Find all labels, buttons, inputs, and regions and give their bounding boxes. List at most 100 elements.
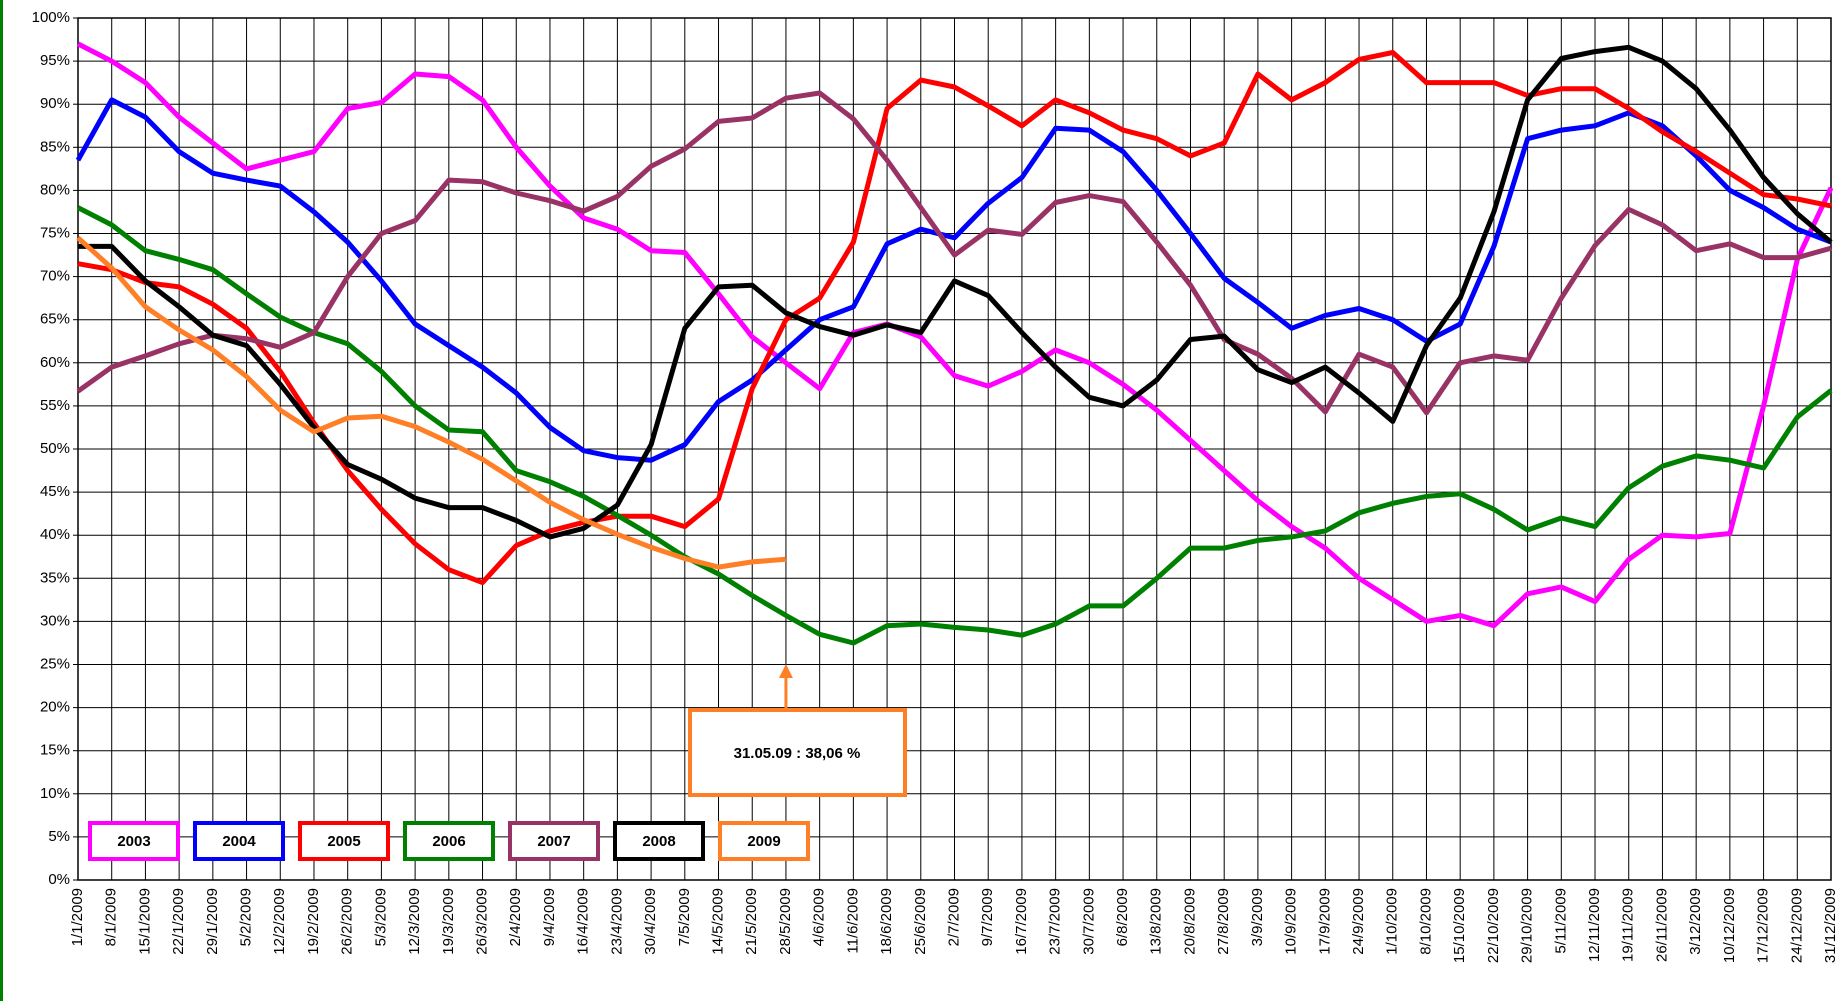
series-line	[76, 205, 1833, 646]
x-tick-label: 29/10/2009	[1519, 888, 1536, 963]
x-tick-label: 17/12/2009	[1755, 888, 1772, 963]
x-tick-label: 24/12/2009	[1788, 888, 1805, 963]
legend-label: 2005	[327, 833, 360, 850]
series-line	[76, 41, 1834, 629]
legend-box	[193, 821, 285, 861]
legend-item: 2008	[613, 821, 705, 861]
y-tick-label: 55%	[40, 397, 70, 414]
y-tick-label: 25%	[40, 655, 70, 672]
y-tick-label: 95%	[40, 52, 70, 69]
legend-item: 2004	[193, 821, 285, 861]
x-tick-label: 22/1/2009	[170, 888, 187, 955]
x-tick-label: 8/10/2009	[1417, 888, 1434, 955]
x-tick-label: 26/2/2009	[339, 888, 356, 955]
x-tick-label: 30/7/2009	[1080, 888, 1097, 955]
y-tick-label: 100%	[32, 9, 70, 26]
y-tick-label: 60%	[40, 354, 70, 371]
x-tick-label: 9/7/2009	[979, 888, 996, 946]
x-tick-label: 21/5/2009	[743, 888, 760, 955]
annotation-box	[688, 708, 907, 797]
legend-item: 2005	[298, 821, 390, 861]
x-tick-label: 1/10/2009	[1384, 888, 1401, 955]
x-tick-label: 13/8/2009	[1148, 888, 1165, 955]
legend-label: 2007	[537, 833, 570, 850]
x-tick-label: 6/8/2009	[1114, 888, 1131, 946]
x-tick-label: 18/6/2009	[878, 888, 895, 955]
legend-box	[403, 821, 495, 861]
y-tick-label: 15%	[40, 742, 70, 759]
x-tick-label: 14/5/2009	[709, 888, 726, 955]
y-tick-label: 70%	[40, 268, 70, 285]
annotation: 31.05.09 : 38,06 %	[734, 745, 861, 762]
x-tick-label: 2/7/2009	[945, 888, 962, 946]
legend-item: 2007	[508, 821, 600, 861]
x-tick-label: 24/9/2009	[1350, 888, 1367, 955]
x-tick-label: 27/8/2009	[1215, 888, 1232, 955]
legend-item: 2003	[88, 821, 180, 861]
x-tick-label: 28/5/2009	[777, 888, 794, 955]
y-tick-label: 10%	[40, 785, 70, 802]
x-tick-label: 19/2/2009	[305, 888, 322, 955]
x-tick-label: 17/9/2009	[1316, 888, 1333, 955]
y-tick-label: 90%	[40, 95, 70, 112]
y-tick-label: 30%	[40, 612, 70, 629]
x-tick-label: 7/5/2009	[676, 888, 693, 946]
x-tick-label: 19/3/2009	[440, 888, 457, 955]
y-tick-label: 45%	[40, 483, 70, 500]
x-tick-label: 5/11/2009	[1552, 888, 1569, 954]
series-line	[75, 97, 1832, 463]
legend-label: 2003	[117, 833, 150, 850]
annotation-arrowhead	[778, 664, 793, 678]
x-tick-label: 29/1/2009	[204, 888, 221, 955]
x-tick-label: 1/1/2009	[69, 888, 86, 946]
x-tick-label: 23/4/2009	[608, 888, 625, 955]
x-tick-label: 5/2/2009	[238, 888, 255, 946]
x-tick-label: 22/10/2009	[1485, 888, 1502, 963]
x-tick-label: 3/12/2009	[1687, 888, 1704, 955]
x-tick-label: 20/8/2009	[1181, 888, 1198, 955]
legend-label: 2006	[432, 833, 465, 850]
legend-box	[508, 821, 600, 861]
legend-item: 2006	[403, 821, 495, 861]
legend-box	[88, 821, 180, 861]
x-tick-label: 15/10/2009	[1451, 888, 1468, 963]
y-tick-label: 40%	[40, 526, 70, 543]
x-tick-label: 31/12/2009	[1822, 888, 1839, 963]
x-tick-label: 12/3/2009	[406, 888, 423, 955]
x-tick-label: 11/6/2009	[844, 888, 861, 954]
legend-label: 2009	[747, 833, 780, 850]
x-tick-label: 5/3/2009	[372, 888, 389, 946]
y-tick-label: 35%	[40, 569, 70, 586]
x-tick-label: 23/7/2009	[1047, 888, 1064, 955]
x-tick-label: 12/2/2009	[271, 888, 288, 955]
series-line	[76, 235, 787, 570]
x-tick-label: 10/9/2009	[1283, 888, 1300, 955]
y-tick-label: 50%	[40, 440, 70, 457]
x-tick-label: 3/9/2009	[1249, 888, 1266, 946]
y-tick-label: 5%	[48, 828, 70, 845]
legend-label: 2004	[222, 833, 256, 850]
series-line	[78, 44, 1833, 540]
x-tick-label: 16/7/2009	[1013, 888, 1030, 955]
x-tick-label: 8/1/2009	[103, 888, 120, 946]
x-tick-label: 15/1/2009	[136, 888, 153, 955]
legend-item: 2009	[718, 821, 810, 861]
x-tick-label: 26/3/2009	[474, 888, 491, 955]
x-tick-label: 9/4/2009	[541, 888, 558, 946]
series-line	[77, 50, 1832, 586]
x-tick-label: 16/4/2009	[575, 888, 592, 955]
x-tick-label: 2/4/2009	[507, 888, 524, 946]
x-tick-label: 26/11/2009	[1653, 888, 1670, 962]
legend-box	[718, 821, 810, 861]
plot-frame	[77, 17, 1832, 881]
x-tick-label: 4/6/2009	[811, 888, 828, 946]
x-tick-label: 25/6/2009	[912, 888, 929, 955]
y-tick-label: 20%	[40, 699, 70, 716]
legend-box	[613, 821, 705, 861]
series-line	[76, 90, 1832, 416]
y-tick-label: 80%	[40, 181, 70, 198]
legend-label: 2008	[642, 833, 675, 850]
y-tick-label: 0%	[48, 871, 70, 888]
y-tick-label: 75%	[40, 224, 70, 241]
